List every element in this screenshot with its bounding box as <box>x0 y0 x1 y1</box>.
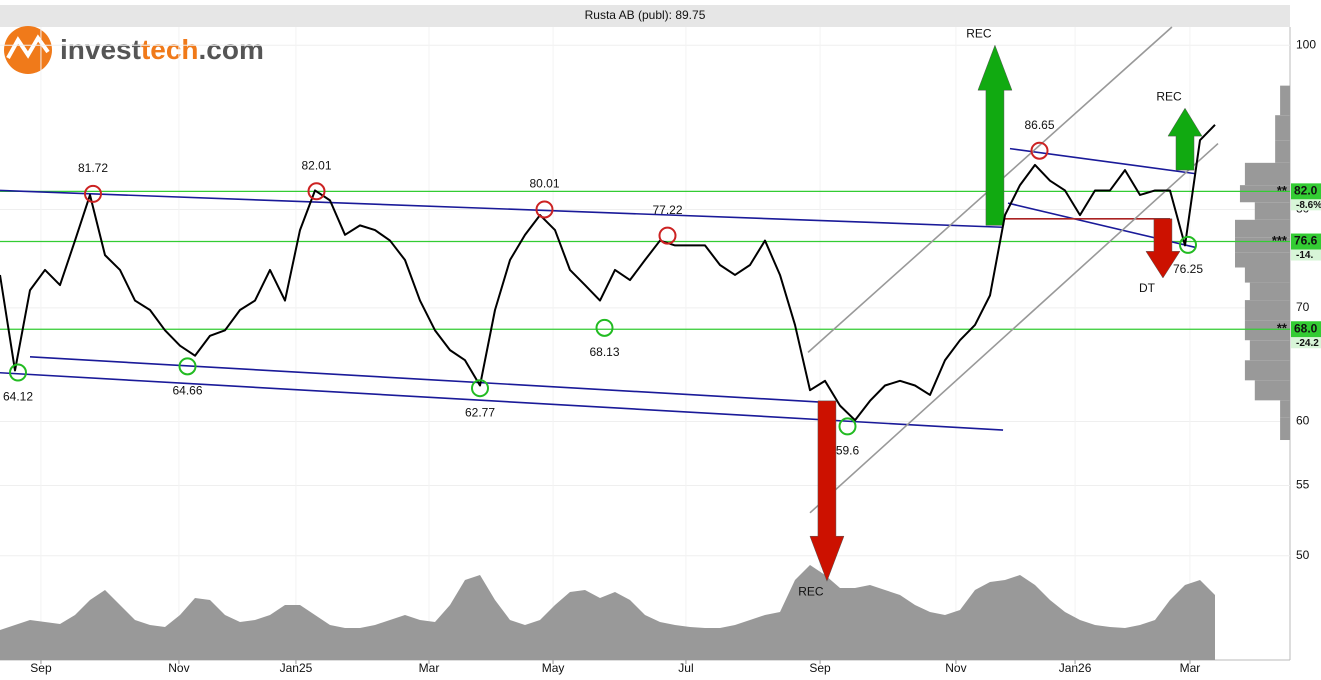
volume-profile-bar <box>1280 400 1290 418</box>
y-tick-label: 50 <box>1296 548 1310 562</box>
volume-profile-bar <box>1275 140 1290 163</box>
pivot-label: 77.22 <box>652 203 682 217</box>
x-tick-label: Mar <box>1180 661 1201 675</box>
x-tick-label: Sep <box>809 661 831 675</box>
volume-profile-bar <box>1280 417 1290 441</box>
pivot-marker <box>84 184 102 203</box>
x-tick-label: May <box>542 661 565 675</box>
logo: investtech.com <box>4 26 264 74</box>
pivot-marker <box>1179 235 1197 254</box>
volume-area <box>0 565 1215 660</box>
volume-profile-bar <box>1239 185 1290 203</box>
y-tick-label: 70 <box>1296 300 1310 314</box>
trend-line <box>1009 147 1196 175</box>
volume-profile-bar <box>1235 219 1290 238</box>
volume-profile-bar <box>1275 115 1290 141</box>
signal-arrow <box>977 44 1013 226</box>
title-bar <box>0 5 1290 27</box>
signal-label: REC <box>1156 89 1182 103</box>
signal-arrow <box>809 400 845 582</box>
pivot-marker <box>471 379 489 398</box>
signal-label: REC <box>966 26 992 40</box>
level-change: -24.2 <box>1296 338 1319 349</box>
y-tick-label: 60 <box>1296 414 1310 428</box>
pivot-marker <box>178 357 197 376</box>
x-tick-label: Nov <box>168 661 189 675</box>
pivot-marker <box>658 226 677 245</box>
volume-profile-bar <box>1244 320 1290 341</box>
x-tick-label: Jan25 <box>280 661 313 675</box>
level-box <box>1291 233 1321 250</box>
pivot-marker <box>838 417 857 436</box>
level-change-box <box>1291 337 1321 349</box>
signal-arrow <box>1145 218 1181 279</box>
level-stars: *** <box>1272 233 1288 248</box>
volume-profile-bar <box>1254 380 1290 401</box>
level-label: 82.0 <box>1294 184 1318 198</box>
volume-profile-bar <box>1249 340 1290 361</box>
volume-profile-bar <box>1280 85 1290 116</box>
logo-a: invest <box>60 34 141 65</box>
price-line <box>0 124 1216 422</box>
pivot-label: 64.66 <box>172 384 202 398</box>
trend-line <box>809 142 1219 514</box>
pivot-label: 76.25 <box>1173 262 1203 276</box>
pivot-label: 62.77 <box>465 405 495 419</box>
pivot-marker <box>307 182 326 201</box>
chart-title: Rusta AB (publ): 89.75 <box>585 8 706 22</box>
pivot-marker <box>1030 141 1049 160</box>
pivot-marker <box>595 318 614 337</box>
volume-profile-bar <box>1244 360 1290 381</box>
level-change-box <box>1291 249 1321 261</box>
pivot-label: 68.13 <box>589 345 619 359</box>
pivot-label: 82.01 <box>301 158 331 172</box>
x-tick-label: Nov <box>945 661 966 675</box>
level-box <box>1291 183 1321 200</box>
signal-label: REC <box>798 584 824 598</box>
pivot-label: 80.01 <box>529 177 559 191</box>
level-change-box <box>1291 199 1321 211</box>
pivot-label: 59.6 <box>836 444 860 458</box>
pivot-marker <box>535 200 554 219</box>
logo-b: tech <box>141 34 199 65</box>
signal-label: DT <box>1139 281 1156 295</box>
y-tick-label: 55 <box>1296 478 1310 492</box>
volume-profile-bar <box>1254 202 1290 220</box>
x-tick-label: Mar <box>419 661 440 675</box>
level-change: -8.6% <box>1296 200 1321 211</box>
pivot-label: 86.65 <box>1024 118 1054 132</box>
level-label: 68.0 <box>1294 321 1318 335</box>
pivot-marker <box>9 363 27 382</box>
logo-text: investtech.com <box>60 34 264 65</box>
level-box <box>1291 321 1321 338</box>
volume-profile-bar <box>1244 300 1290 321</box>
volume-profile-bar <box>1244 267 1290 283</box>
x-tick-label: Sep <box>30 661 52 675</box>
pivot-label: 64.12 <box>3 390 33 404</box>
trend-line <box>29 356 821 403</box>
signal-arrow <box>1167 107 1203 171</box>
level-change: -14. <box>1296 250 1313 261</box>
level-stars: ** <box>1277 183 1288 198</box>
level-label: 76.6 <box>1294 234 1318 248</box>
logo-c: .com <box>199 34 264 65</box>
volume-profile-bar <box>1235 252 1290 268</box>
x-tick-label: Jan26 <box>1059 661 1092 675</box>
x-tick-label: Jul <box>678 661 693 675</box>
level-stars: ** <box>1277 321 1288 336</box>
trend-line <box>0 189 1004 229</box>
volume-profile-bar <box>1249 282 1290 301</box>
y-tick-label: 100 <box>1296 37 1316 51</box>
volume-profile-bar <box>1244 162 1290 186</box>
pivot-label: 81.72 <box>78 161 108 175</box>
